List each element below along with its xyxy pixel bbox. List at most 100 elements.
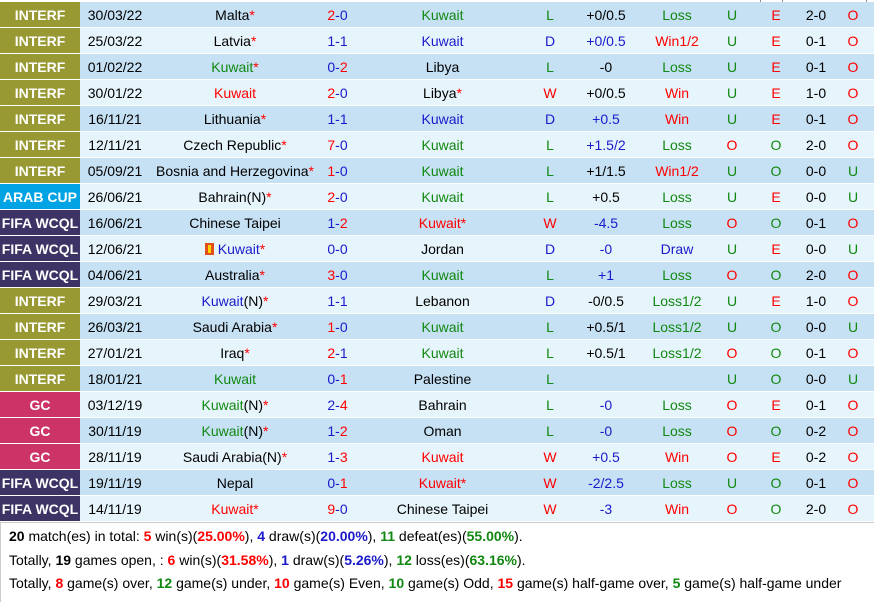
score-cell[interactable]: 9-0 <box>320 495 355 522</box>
home-team-name[interactable]: Iraq <box>220 344 245 361</box>
away-team-name[interactable]: Bahrain <box>418 396 467 413</box>
home-team-name[interactable]: Kuwait <box>201 292 244 309</box>
home-team-name[interactable]: Lithuania <box>203 110 261 127</box>
score-cell[interactable]: 3-0 <box>320 261 355 288</box>
home-team-name[interactable]: Bosnia and Herzegovina <box>156 162 309 179</box>
league-cell[interactable]: GC <box>0 443 80 470</box>
summary-line-handicap: Totally, 19 games open, : 6 win(s)(31.58… <box>9 549 866 573</box>
score-cell[interactable]: 1-1 <box>320 27 355 54</box>
league-cell[interactable]: ARAB CUP <box>0 183 80 210</box>
away-team-name[interactable]: Kuwait <box>418 474 461 491</box>
league-cell[interactable]: INTERF <box>0 287 80 314</box>
away-team-name[interactable]: Oman <box>423 422 462 439</box>
league-cell[interactable]: INTERF <box>0 157 80 184</box>
score-cell[interactable]: 1-1 <box>320 287 355 314</box>
away-team-name[interactable]: Jordan <box>421 240 464 257</box>
home-team-name[interactable]: Kuwait <box>211 58 254 75</box>
table-row: FIFA WCQL 19/11/19 Nepal 0-1 Kuwait* W -2/2.5 L… <box>0 469 874 496</box>
result-cell: D <box>530 27 570 54</box>
away-team-name[interactable]: Chinese Taipei <box>396 500 489 517</box>
away-team-name[interactable]: Kuwait <box>418 214 461 231</box>
score-cell[interactable]: 1-1 <box>320 105 355 132</box>
score-cell[interactable]: 7-0 <box>320 131 355 158</box>
league-cell[interactable]: INTERF <box>0 2 80 28</box>
league-cell[interactable]: INTERF <box>0 313 80 340</box>
away-team-name[interactable]: Kuwait <box>421 6 464 23</box>
home-team-name[interactable]: Australia <box>205 266 260 283</box>
score-cell[interactable]: 0-1 <box>320 469 355 496</box>
home-team-name[interactable]: Saudi Arabia(N) <box>182 448 282 465</box>
league-cell[interactable]: GC <box>0 417 80 444</box>
home-team-name[interactable]: Bahrain(N) <box>198 188 267 205</box>
away-team-name[interactable]: Kuwait <box>421 162 464 179</box>
league-cell[interactable]: FIFA WCQL <box>0 209 80 236</box>
score-cell[interactable]: 0-0 <box>320 235 355 262</box>
home-team-name[interactable]: Chinese Taipei <box>189 214 281 231</box>
away-team-name[interactable]: Kuwait <box>421 188 464 205</box>
score-cell[interactable]: 0-2 <box>320 53 355 80</box>
home-team-name[interactable]: Kuwait <box>217 240 260 257</box>
home-team-name[interactable]: Czech Republic <box>183 136 282 153</box>
score-separator: - <box>335 448 340 465</box>
score-separator: - <box>335 214 340 231</box>
league-cell[interactable]: INTERF <box>0 79 80 106</box>
score-cell[interactable]: 1-2 <box>320 417 355 444</box>
home-score: 1 <box>327 162 336 179</box>
league-cell[interactable]: INTERF <box>0 53 80 80</box>
half-time-over-under-cell: O <box>832 339 874 366</box>
date-cell: 14/11/19 <box>80 495 150 522</box>
away-team-name[interactable]: Kuwait <box>421 110 464 127</box>
away-team-name[interactable]: Libya <box>425 58 460 75</box>
score-cell[interactable]: 1-3 <box>320 443 355 470</box>
text: Totally, <box>9 575 56 591</box>
league-cell[interactable]: FIFA WCQL <box>0 235 80 262</box>
home-team-name[interactable]: Malta <box>215 6 250 23</box>
home-team-name[interactable]: Latvia <box>213 32 251 49</box>
red-card-icon <box>204 242 214 255</box>
home-team-name[interactable]: Nepal <box>216 474 254 491</box>
away-team-name[interactable]: Kuwait <box>421 448 464 465</box>
home-team-name[interactable]: Saudi Arabia <box>192 318 272 335</box>
result-cell: L <box>530 53 570 80</box>
away-team-name[interactable]: Kuwait <box>421 344 464 361</box>
away-team-name[interactable]: Kuwait <box>421 266 464 283</box>
score-cell[interactable]: 0-1 <box>320 365 355 392</box>
date-cell: 29/03/21 <box>80 287 150 314</box>
away-team-name[interactable]: Libya <box>423 84 457 101</box>
score-cell[interactable]: 2-4 <box>320 391 355 418</box>
league-cell[interactable]: INTERF <box>0 365 80 392</box>
league-cell[interactable]: FIFA WCQL <box>0 261 80 288</box>
wins-count: 5 <box>143 528 152 544</box>
league-cell[interactable]: FIFA WCQL <box>0 495 80 522</box>
home-team-name[interactable]: Kuwait <box>213 84 257 101</box>
score-cell[interactable]: 2-0 <box>320 79 355 106</box>
score-cell[interactable]: 1-2 <box>320 209 355 236</box>
score-cell[interactable]: 2-0 <box>320 183 355 210</box>
score-cell[interactable]: 2-0 <box>320 2 355 28</box>
favorite-marker: * <box>263 422 269 439</box>
home-team-name[interactable]: Kuwait <box>201 422 244 439</box>
league-cell[interactable]: FIFA WCQL <box>0 469 80 496</box>
score-cell[interactable]: 1-0 <box>320 313 355 340</box>
half-time-score-cell: 2-0 <box>800 2 832 28</box>
league-cell[interactable]: GC <box>0 391 80 418</box>
league-cell[interactable]: INTERF <box>0 131 80 158</box>
home-team-name[interactable]: Kuwait <box>211 500 254 517</box>
score-separator: - <box>335 58 340 75</box>
away-team-name[interactable]: Lebanon <box>415 292 470 309</box>
away-team-name[interactable]: Kuwait <box>421 32 464 49</box>
away-team-name[interactable]: Palestine <box>413 370 472 387</box>
league-cell[interactable]: INTERF <box>0 105 80 132</box>
away-team-name[interactable]: Kuwait <box>421 318 464 335</box>
away-team-name[interactable]: Kuwait <box>421 136 464 153</box>
text: game(s) under, <box>172 575 275 591</box>
league-cell[interactable]: INTERF <box>0 27 80 54</box>
score-cell[interactable]: 1-0 <box>320 157 355 184</box>
home-team-name[interactable]: Kuwait <box>201 396 244 413</box>
table-row: INTERF 26/03/21 Saudi Arabia* 1-0 Kuwait L +0.… <box>0 313 874 340</box>
home-team-cell: Kuwait <box>150 79 320 106</box>
score-cell[interactable]: 2-1 <box>320 339 355 366</box>
away-team-cell: Kuwait <box>355 105 530 132</box>
home-team-name[interactable]: Kuwait <box>213 370 257 387</box>
league-cell[interactable]: INTERF <box>0 339 80 366</box>
